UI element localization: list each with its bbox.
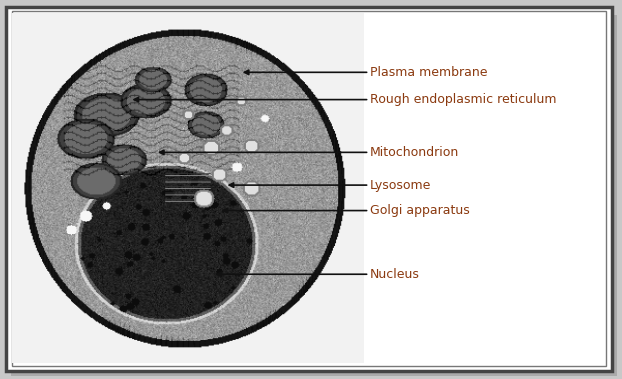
Text: Lysosome: Lysosome (369, 179, 431, 192)
Text: Golgi apparatus: Golgi apparatus (369, 204, 470, 217)
Text: Mitochondrion: Mitochondrion (369, 146, 459, 159)
Text: Rough endoplasmic reticulum: Rough endoplasmic reticulum (369, 93, 556, 106)
Text: Plasma membrane: Plasma membrane (369, 66, 487, 79)
Text: Nucleus: Nucleus (369, 268, 420, 281)
